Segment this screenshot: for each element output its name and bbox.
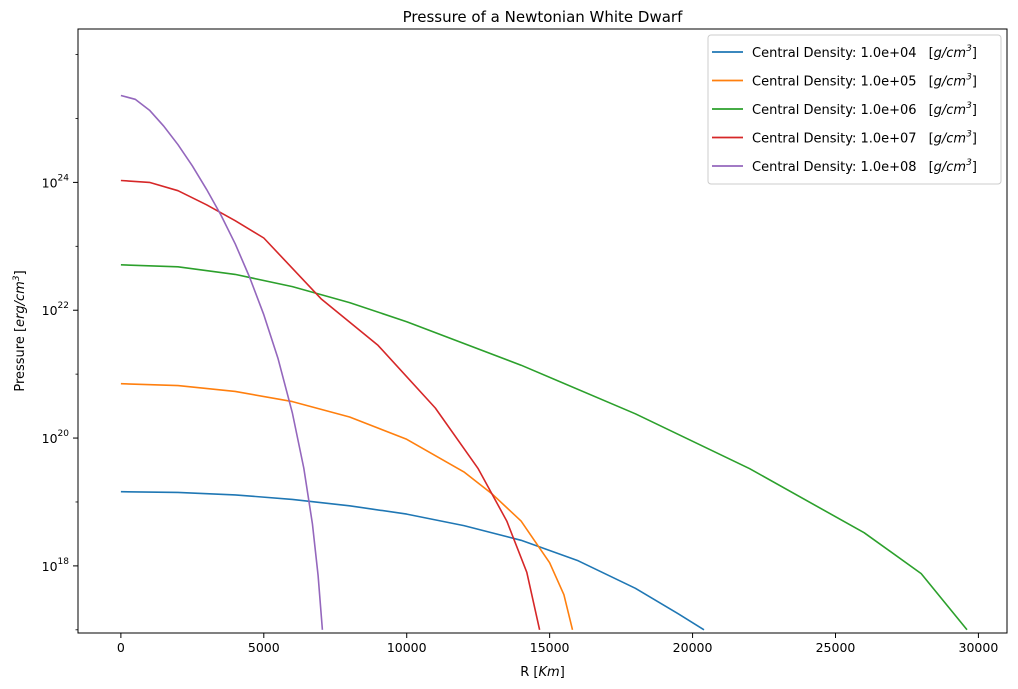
series-line-4 (120, 179, 541, 630)
x-tick-label: 20000 (673, 640, 713, 655)
y-tick-label: 1024 (42, 173, 70, 190)
x-tick-label: 0 (117, 640, 125, 655)
legend-label: Central Density: 1.0e+07 [g/cm3] (752, 130, 977, 147)
x-axis-ticks: 0 5000 10000 15000 20000 25000 30000 (117, 633, 998, 655)
y-axis-label: Pressure [erg/cm3] (12, 270, 28, 391)
x-tick-label: 10000 (387, 640, 427, 655)
y-tick-label: 1018 (42, 557, 70, 574)
legend-label: Central Density: 1.0e+08 [g/cm3] (752, 158, 977, 175)
x-tick-label: 30000 (959, 640, 999, 655)
x-tick-label: 25000 (816, 640, 856, 655)
legend-label: Central Density: 1.0e+04 [g/cm3] (752, 44, 977, 61)
y-axis-ticks: 1018 1020 1022 1024 (42, 54, 78, 631)
series-line-1 (120, 490, 705, 631)
legend-box (707, 34, 1002, 185)
legend-label: Central Density: 1.0e+05 [g/cm3] (752, 73, 977, 90)
series-lines (120, 94, 968, 631)
chart-title: Pressure of a Newtonian White Dwarf (403, 8, 683, 26)
y-tick-label: 1020 (42, 429, 70, 446)
series-line-2 (120, 382, 574, 630)
series-line-3 (120, 264, 968, 631)
x-tick-label: 15000 (530, 640, 570, 655)
x-tick-label: 5000 (248, 640, 280, 655)
y-tick-label: 1022 (42, 301, 69, 318)
legend-label: Central Density: 1.0e+06 [g/cm3] (752, 101, 977, 118)
series-line-5 (120, 94, 324, 630)
legend: Central Density: 1.0e+04 [g/cm3] Central D… (707, 34, 1002, 185)
x-axis-label: R [Km] (520, 665, 565, 680)
